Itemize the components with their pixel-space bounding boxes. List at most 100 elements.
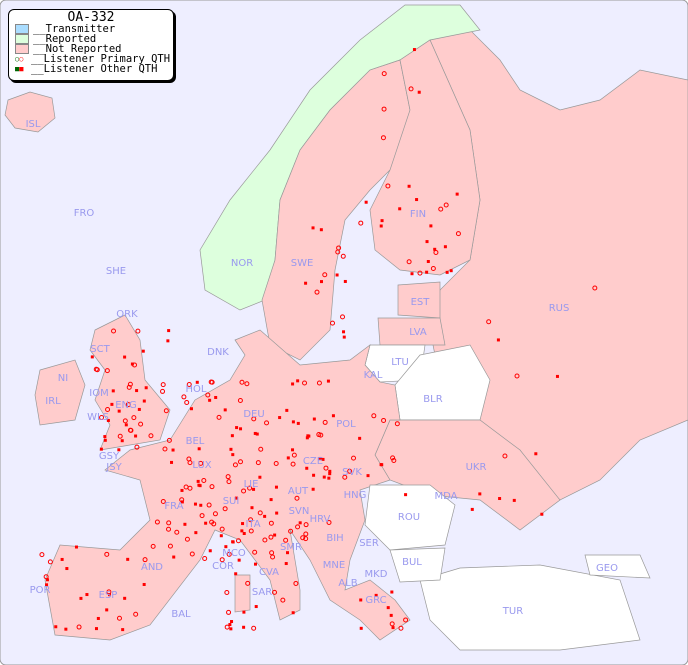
listener-primary-marker xyxy=(237,459,243,465)
listener-primary-marker xyxy=(351,455,357,461)
listener-primary-marker xyxy=(235,538,241,544)
country-label-sct: SCT xyxy=(90,344,110,355)
listener-other-marker xyxy=(172,555,176,559)
listener-other-marker xyxy=(103,435,107,439)
listener-primary-marker xyxy=(394,421,400,427)
country-labels: ISL FRO SHE ORK NOR SWE FIN EST LVA LTU KAL BLR RUS D… xyxy=(26,119,619,620)
country-label-gsy: GSY xyxy=(99,451,120,462)
listener-other-marker xyxy=(106,418,110,422)
listener-other-marker xyxy=(311,487,315,491)
listener-other-marker xyxy=(291,382,295,386)
listener-other-marker xyxy=(286,456,290,460)
country-label-smr: SMR xyxy=(280,542,302,553)
listener-other-marker xyxy=(380,219,384,223)
listener-primary-marker xyxy=(224,589,230,595)
listener-primary-marker xyxy=(486,319,492,325)
legend-other: ■■ __Listener Other QTH xyxy=(9,64,173,75)
listener-other-marker xyxy=(237,558,241,562)
listener-other-marker xyxy=(54,625,58,629)
listener-primary-marker xyxy=(336,245,342,251)
listener-other-marker xyxy=(189,407,193,411)
country-label-deu: DEU xyxy=(243,409,264,420)
listener-other-marker xyxy=(342,335,346,339)
listener-other-marker xyxy=(241,522,245,526)
listener-primary-marker xyxy=(403,617,409,623)
listener-primary-marker xyxy=(293,580,299,586)
listener-other-marker xyxy=(126,557,130,561)
listener-primary-marker xyxy=(430,266,436,272)
country-label-bel: BEL xyxy=(186,436,205,447)
listener-primary-marker xyxy=(209,484,215,490)
listener-other-marker xyxy=(45,578,49,582)
listener-other-marker xyxy=(470,507,474,511)
listener-other-marker xyxy=(296,421,300,425)
listener-other-marker xyxy=(455,192,459,196)
listener-other-marker xyxy=(134,434,138,438)
country-label-rou: ROU xyxy=(398,512,420,523)
listener-primary-marker xyxy=(455,231,461,237)
country-label-sar: SAR xyxy=(252,587,272,598)
listener-other-marker xyxy=(425,240,429,244)
listener-other-marker xyxy=(170,460,174,464)
country-label-bul: BUL xyxy=(402,557,422,568)
listener-primary-marker xyxy=(111,328,117,334)
listener-other-marker xyxy=(449,269,453,273)
listener-other-marker xyxy=(250,506,254,510)
listener-other-marker xyxy=(103,438,107,442)
listener-primary-marker xyxy=(183,484,189,490)
listener-other-marker xyxy=(359,626,363,630)
listener-primary-marker xyxy=(186,456,192,462)
listener-other-marker xyxy=(410,272,414,276)
swatch-reported xyxy=(15,34,29,44)
listener-other-marker xyxy=(407,184,411,188)
country-fin xyxy=(369,39,481,276)
listener-other-marker xyxy=(231,540,235,544)
country-label-hol: HOL xyxy=(186,384,207,395)
listener-other-marker xyxy=(121,628,125,632)
listener-primary-marker xyxy=(166,437,172,443)
listener-primary-marker xyxy=(226,479,232,485)
listener-primary-marker xyxy=(502,453,508,459)
listener-other-marker xyxy=(193,502,197,506)
listener-other-marker xyxy=(252,487,256,491)
listener-other-marker xyxy=(180,488,184,492)
listener-primary-marker xyxy=(316,432,322,438)
listener-other-marker xyxy=(105,608,109,612)
listener-other-marker xyxy=(199,503,203,507)
listener-other-marker xyxy=(99,447,103,451)
listener-primary-marker xyxy=(316,380,322,386)
listener-primary-marker xyxy=(104,551,110,557)
listener-primary-marker xyxy=(398,625,404,631)
listener-other-marker xyxy=(254,605,258,609)
country-label-esp: ESP xyxy=(99,590,118,601)
listener-other-marker xyxy=(60,557,64,561)
listener-primary-marker xyxy=(186,381,192,387)
listener-primary-marker xyxy=(290,461,296,467)
country-label-ser: SER xyxy=(359,538,379,549)
country-label-ni: NI xyxy=(58,373,68,384)
listener-primary-marker xyxy=(269,550,275,556)
listener-primary-marker xyxy=(258,446,264,452)
listener-primary-marker xyxy=(138,421,144,427)
listener-primary-marker xyxy=(347,468,353,474)
listener-other-marker xyxy=(108,593,112,597)
listener-other-marker xyxy=(443,245,447,249)
country-label-est: EST xyxy=(411,297,431,308)
listener-other-marker xyxy=(322,475,326,479)
legend-reported: __Reported xyxy=(9,34,173,44)
listener-other-marker xyxy=(540,512,544,516)
listener-primary-marker xyxy=(381,71,387,77)
listener-primary-marker xyxy=(133,611,139,617)
listener-other-marker xyxy=(214,395,218,399)
legend: OA-332 __Transmitter __Reported __Not Re… xyxy=(8,9,174,81)
listener-primary-marker xyxy=(592,285,598,291)
listener-markers xyxy=(39,48,598,632)
listener-primary-marker xyxy=(189,551,195,557)
listener-primary-marker xyxy=(39,552,45,558)
listener-primary-marker xyxy=(262,537,268,543)
country-label-fra: FRA xyxy=(164,501,183,512)
listener-other-marker xyxy=(110,402,114,406)
listener-primary-marker xyxy=(216,414,222,420)
listener-other-marker xyxy=(142,582,146,586)
